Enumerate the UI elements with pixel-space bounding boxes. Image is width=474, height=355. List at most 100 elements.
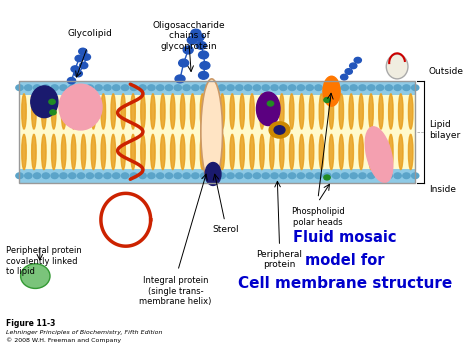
Circle shape: [324, 173, 331, 179]
Text: © 2008 W.H. Freeman and Company: © 2008 W.H. Freeman and Company: [6, 337, 121, 343]
Circle shape: [341, 173, 348, 179]
Ellipse shape: [121, 134, 126, 170]
Circle shape: [165, 85, 173, 91]
Ellipse shape: [31, 86, 58, 118]
Ellipse shape: [339, 94, 344, 129]
Text: model for: model for: [305, 253, 385, 268]
Circle shape: [315, 85, 322, 91]
Text: Oligosaccharide
chains of
glycoprotein: Oligosaccharide chains of glycoprotein: [153, 21, 226, 50]
Ellipse shape: [62, 134, 66, 170]
Circle shape: [253, 173, 261, 179]
Ellipse shape: [101, 134, 106, 170]
Circle shape: [376, 85, 383, 91]
Ellipse shape: [171, 94, 175, 129]
Ellipse shape: [250, 134, 255, 170]
Circle shape: [376, 173, 383, 179]
Ellipse shape: [256, 92, 280, 126]
Ellipse shape: [240, 94, 245, 129]
Circle shape: [227, 85, 234, 91]
Circle shape: [25, 85, 32, 91]
Circle shape: [69, 173, 76, 179]
Circle shape: [175, 75, 185, 83]
Circle shape: [199, 51, 209, 59]
Circle shape: [187, 36, 197, 44]
Circle shape: [210, 173, 217, 179]
Circle shape: [341, 85, 348, 91]
Circle shape: [227, 173, 234, 179]
Ellipse shape: [210, 94, 215, 129]
Ellipse shape: [20, 264, 50, 289]
Text: Lipid
bilayer: Lipid bilayer: [429, 120, 460, 140]
Ellipse shape: [329, 134, 334, 170]
Circle shape: [25, 173, 32, 179]
Circle shape: [16, 85, 23, 91]
Circle shape: [77, 85, 85, 91]
Ellipse shape: [22, 94, 26, 129]
Text: Figure 11-3: Figure 11-3: [6, 319, 55, 328]
Circle shape: [324, 98, 330, 103]
Circle shape: [71, 66, 79, 72]
Text: Lehninger Principles of Biochemistry, Fifth Edition: Lehninger Principles of Biochemistry, Fi…: [6, 330, 163, 335]
Ellipse shape: [42, 94, 46, 129]
FancyBboxPatch shape: [19, 95, 415, 169]
Ellipse shape: [151, 134, 155, 170]
Circle shape: [274, 126, 285, 134]
Circle shape: [148, 85, 155, 91]
Ellipse shape: [111, 134, 116, 170]
Circle shape: [201, 85, 208, 91]
Ellipse shape: [399, 94, 403, 129]
Ellipse shape: [290, 94, 294, 129]
Ellipse shape: [323, 76, 340, 106]
Circle shape: [385, 173, 392, 179]
Circle shape: [289, 85, 296, 91]
Ellipse shape: [280, 134, 284, 170]
Circle shape: [86, 85, 93, 91]
Circle shape: [201, 173, 208, 179]
Circle shape: [245, 85, 252, 91]
Circle shape: [306, 85, 313, 91]
Ellipse shape: [190, 134, 195, 170]
Ellipse shape: [359, 134, 364, 170]
Circle shape: [196, 42, 206, 49]
Ellipse shape: [71, 134, 76, 170]
Text: Integral protein
(single trans-
membrane helix): Integral protein (single trans- membrane…: [139, 276, 212, 306]
Circle shape: [267, 101, 273, 106]
Ellipse shape: [81, 94, 86, 129]
Circle shape: [139, 173, 146, 179]
Text: Peripheral
protein: Peripheral protein: [256, 250, 302, 269]
Circle shape: [289, 173, 296, 179]
Ellipse shape: [329, 94, 334, 129]
FancyBboxPatch shape: [19, 169, 415, 183]
Circle shape: [82, 54, 91, 60]
Circle shape: [34, 173, 41, 179]
Circle shape: [324, 175, 330, 180]
Circle shape: [236, 173, 243, 179]
Circle shape: [156, 173, 164, 179]
Ellipse shape: [32, 94, 36, 129]
Ellipse shape: [349, 94, 354, 129]
Ellipse shape: [42, 134, 46, 170]
Circle shape: [394, 85, 401, 91]
Circle shape: [306, 173, 313, 179]
Ellipse shape: [389, 94, 393, 129]
Circle shape: [350, 173, 357, 179]
Ellipse shape: [349, 134, 354, 170]
Circle shape: [218, 173, 225, 179]
Circle shape: [394, 173, 401, 179]
Ellipse shape: [250, 94, 255, 129]
Circle shape: [95, 173, 102, 179]
Ellipse shape: [161, 134, 165, 170]
Circle shape: [74, 70, 82, 77]
Text: Phospholipid
polar heads: Phospholipid polar heads: [291, 207, 345, 227]
Ellipse shape: [230, 134, 235, 170]
Ellipse shape: [181, 94, 185, 129]
Circle shape: [34, 85, 41, 91]
Circle shape: [183, 85, 190, 91]
Circle shape: [95, 85, 102, 91]
Circle shape: [368, 173, 375, 179]
Circle shape: [368, 85, 375, 91]
Ellipse shape: [81, 134, 86, 170]
Circle shape: [183, 173, 190, 179]
Circle shape: [218, 85, 225, 91]
Ellipse shape: [240, 134, 245, 170]
